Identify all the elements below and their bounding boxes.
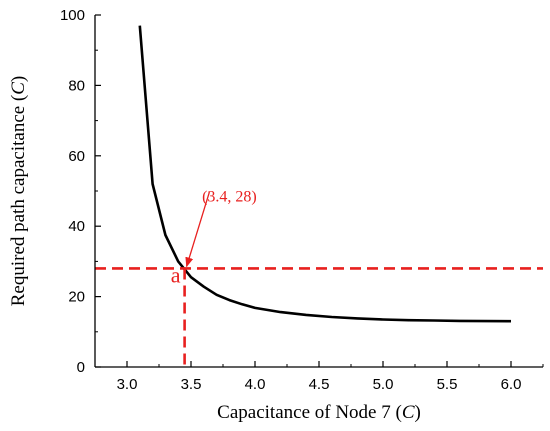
annotation-point-label: (3.4, 28) <box>202 189 257 206</box>
x-tick-label: 3.0 <box>117 376 138 393</box>
y-tick-label: 20 <box>68 289 85 306</box>
axis-title-prefix: Required path capacitance ( <box>8 95 29 307</box>
x-tick-label: 5.5 <box>437 376 458 393</box>
y-tick-label: 60 <box>68 148 85 165</box>
tick-labels: 3.0 3.5 4.0 4.5 5.0 5.5 6.0 0 20 40 60 80 100 <box>60 7 521 393</box>
x-tick-label: 5.0 <box>373 376 394 393</box>
annotation-arrow <box>185 191 211 268</box>
x-tick-label: 3.5 <box>181 376 202 393</box>
y-axis-title: Required path capacitance (C) <box>8 76 29 307</box>
axes <box>94 14 544 368</box>
y-tick-label: 40 <box>68 218 85 235</box>
axis-title-suffix: ) <box>415 402 421 423</box>
x-axis-title: Capacitance of Node 7 (C) <box>217 402 421 423</box>
x-tick-label: 4.0 <box>245 376 266 393</box>
y-tick-label: 0 <box>77 359 85 376</box>
series-line-0 <box>138 25 512 323</box>
y-tick-label: 100 <box>60 7 85 24</box>
axis-title-suffix: ) <box>8 76 29 82</box>
x-tick-label: 4.5 <box>309 376 330 393</box>
axis-title-variable: C <box>402 402 415 423</box>
axis-title-variable: C <box>8 82 29 95</box>
axis-title-prefix: Capacitance of Node 7 ( <box>217 402 402 423</box>
y-tick-label: 80 <box>68 77 85 94</box>
plot-area: (3.4, 28) a <box>95 25 543 367</box>
annotation-a-label: a <box>171 263 181 288</box>
x-tick-label: 6.0 <box>501 376 522 393</box>
